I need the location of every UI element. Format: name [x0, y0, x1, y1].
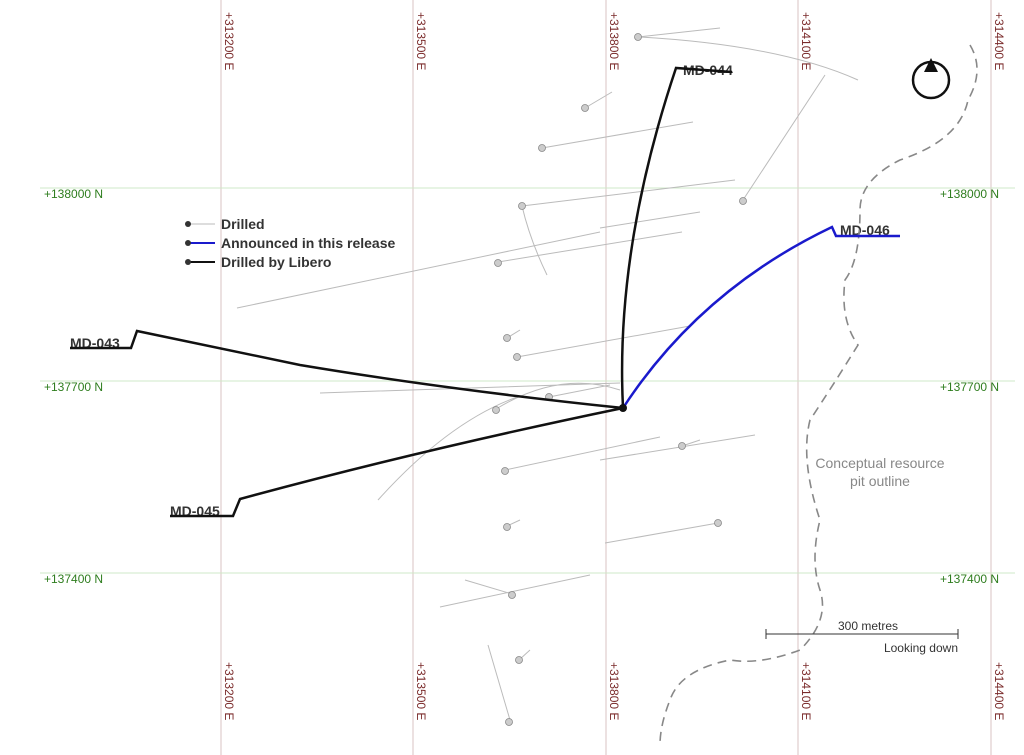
- northing-label: +137400 N: [940, 572, 999, 586]
- easting-label: +313500 E: [414, 12, 428, 70]
- libero-holes: [70, 66, 900, 518]
- northing-label: +137700 N: [940, 380, 999, 394]
- pit-label: Conceptual resource: [815, 455, 944, 471]
- scale-bar: [765, 629, 959, 639]
- easting-label: +313500 E: [414, 662, 428, 720]
- northing-label: +137400 N: [44, 572, 103, 586]
- legend-label: Announced in this release: [221, 235, 395, 251]
- drilled-holes: [236, 27, 859, 726]
- easting-label: +314100 E: [799, 12, 813, 70]
- easting-label: +314400 E: [992, 12, 1006, 70]
- grid: [40, 0, 1015, 755]
- legend: [185, 221, 215, 265]
- view-label: Looking down: [884, 641, 958, 655]
- hole-label: MD-046: [840, 222, 890, 238]
- legend-label: Drilled by Libero: [221, 254, 331, 270]
- easting-label: +313800 E: [607, 12, 621, 70]
- scale-label: 300 metres: [838, 619, 898, 633]
- easting-label: +314400 E: [992, 662, 1006, 720]
- easting-label: +313200 E: [222, 12, 236, 70]
- easting-label: +313200 E: [222, 662, 236, 720]
- northing-label: +138000 N: [940, 187, 999, 201]
- easting-label: +314100 E: [799, 662, 813, 720]
- easting-label: +313800 E: [607, 662, 621, 720]
- legend-label: Drilled: [221, 216, 265, 232]
- compass: [911, 58, 951, 100]
- pit-outline: [659, 44, 978, 746]
- pit-label: pit outline: [850, 473, 910, 489]
- northing-label: +137700 N: [44, 380, 103, 394]
- northing-label: +138000 N: [44, 187, 103, 201]
